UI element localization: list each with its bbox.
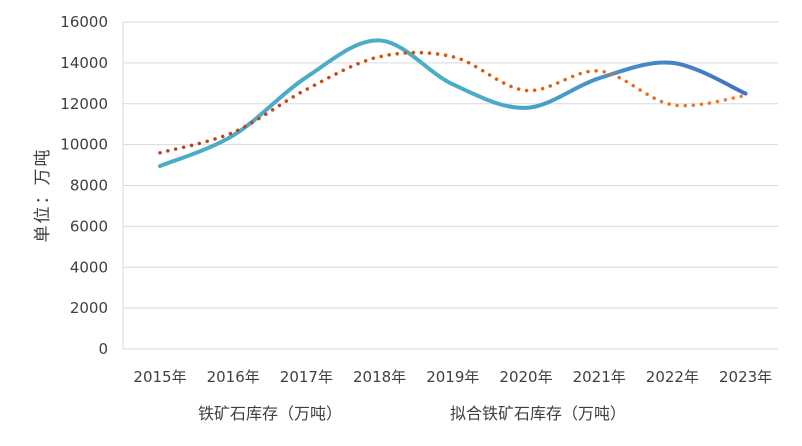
x-tick-label: 2015年 (133, 368, 186, 386)
y-tick-label: 10000 (60, 136, 108, 154)
series-fitted-line (158, 50, 748, 155)
x-tick-label: 2018年 (353, 368, 406, 386)
legend-label: 铁矿石库存（万吨） (198, 404, 342, 423)
series-lines (158, 38, 748, 169)
y-axis-ticks: 0 2000 4000 6000 8000 10000 12000 14000 16000 (60, 13, 108, 358)
y-tick-label: 12000 (60, 95, 108, 113)
y-tick-label: 8000 (70, 177, 108, 195)
legend-label: 拟合铁矿石库存（万吨） (450, 404, 626, 423)
x-tick-label: 2019年 (426, 368, 479, 386)
series-inventory-line (158, 38, 748, 169)
y-tick-label: 0 (98, 340, 108, 358)
y-tick-label: 16000 (60, 13, 108, 31)
x-tick-label: 2023年 (719, 368, 772, 386)
x-axis-ticks: 2015年 2016年 2017年 2018年 2019年 2020年 2021年 2022年… (133, 368, 772, 386)
y-tick-label: 4000 (70, 258, 108, 276)
y-tick-label: 6000 (70, 217, 108, 235)
y-axis-label: 单位：万吨 (33, 148, 53, 243)
legend: 铁矿石库存（万吨） 拟合铁矿石库存（万吨） (148, 404, 626, 423)
x-tick-label: 2016年 (207, 368, 260, 386)
y-tick-label: 14000 (60, 54, 108, 72)
x-tick-label: 2020年 (499, 368, 552, 386)
x-tick-label: 2022年 (646, 368, 699, 386)
y-tick-label: 2000 (70, 299, 108, 317)
x-tick-label: 2021年 (573, 368, 626, 386)
gridlines (122, 21, 778, 350)
x-tick-label: 2017年 (280, 368, 333, 386)
